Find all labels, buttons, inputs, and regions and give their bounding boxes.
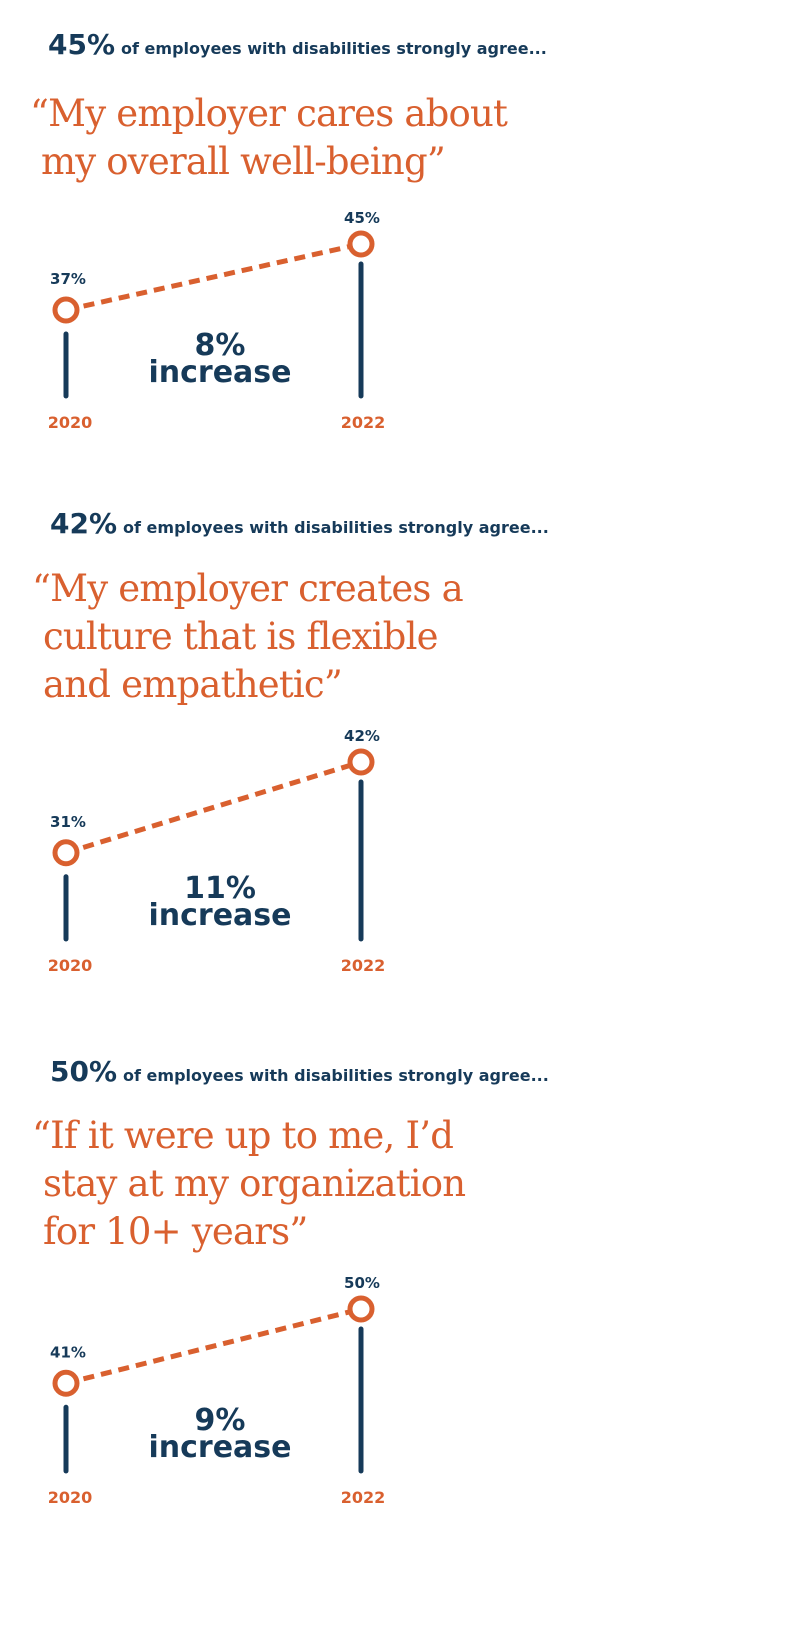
increase-value: 11% [184,871,256,906]
x-tick-2020: 2020 [48,1488,93,1507]
quote: “My employer creates a culture that is f… [32,567,464,706]
change-chart: 31% 42% 2020 2022 11% increase [48,727,386,975]
increase-label: increase [148,1430,291,1465]
point-2020 [52,1369,80,1397]
point-2022 [347,1295,375,1323]
x-tick-2020: 2020 [48,956,93,975]
data-label-2022: 50% [344,1274,380,1292]
trend-line [65,1306,362,1386]
trend-line [65,759,362,856]
trend-line [65,241,362,313]
change-chart: 41% 50% 2020 2022 9% increase [48,1274,386,1507]
headline: 50% of employees with disabilities strong… [50,1055,549,1088]
point-2022 [347,230,375,258]
headline-text: of employees with disabilities strongly … [123,518,549,537]
increase-label: increase [148,355,291,390]
increase-value: 8% [195,328,246,363]
data-label-2022: 42% [344,727,380,745]
x-tick-2022: 2022 [341,956,386,975]
increase-label: increase [148,898,291,933]
headline: 42% of employees with disabilities strong… [50,507,549,540]
point-2020 [52,296,80,324]
headline-text: of employees with disabilities strongly … [123,1066,549,1085]
x-tick-2020: 2020 [48,413,93,432]
headline: 45% of employees with disabilities strong… [48,28,547,61]
change-chart: 37% 45% 2020 2022 8% increase [48,209,386,432]
headline-value: 42% [50,507,118,540]
quote: “My employer cares about my overall well… [30,92,508,183]
x-tick-2022: 2022 [341,1488,386,1507]
data-label-2020: 31% [50,813,86,831]
headline-value: 50% [50,1055,118,1088]
data-label-2020: 37% [50,270,86,288]
headline-value: 45% [48,28,116,61]
point-2020 [52,839,80,867]
data-label-2020: 41% [50,1343,86,1361]
data-label-2022: 45% [344,209,380,227]
point-2022 [347,748,375,776]
headline-text: of employees with disabilities strongly … [121,39,547,58]
quote: “If it were up to me, I’d stay at my org… [32,1114,466,1253]
x-tick-2022: 2022 [341,413,386,432]
increase-value: 9% [195,1403,246,1438]
